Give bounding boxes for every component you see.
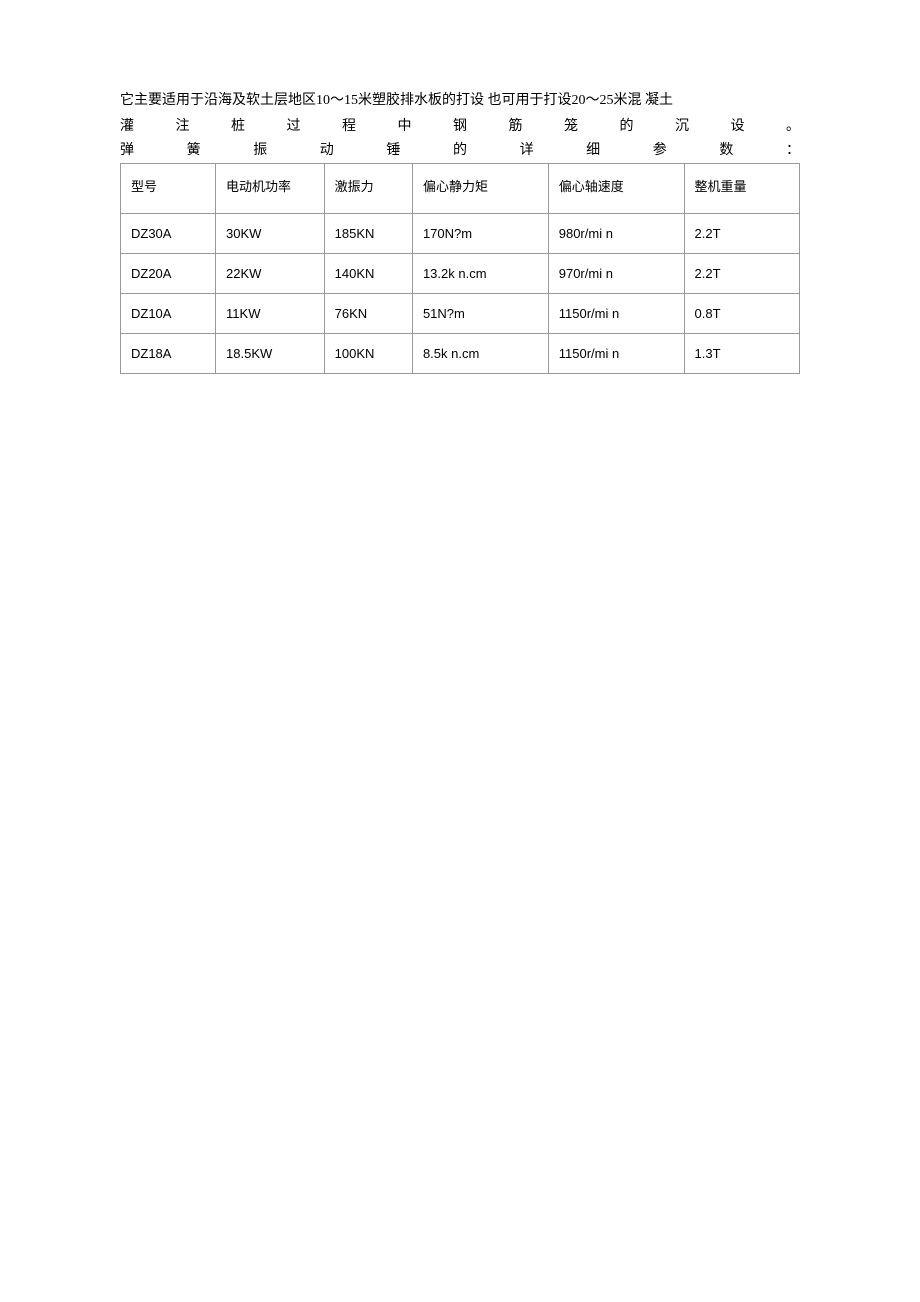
intro-line-3: 弹 簧 振 动 锤 的 详 细 参 数 ：	[120, 139, 800, 159]
cell-moment: 51N?m	[412, 294, 548, 334]
char: 筋	[509, 115, 523, 135]
char: 程	[342, 115, 356, 135]
intro-line-2: 灌 注 桩 过 程 中 钢 筋 笼 的 沉 设 。	[120, 115, 800, 135]
char: 笼	[564, 115, 578, 135]
char: 设	[731, 115, 745, 135]
table-row: DZ18A18.5KW100KN8.5k n.cm1150r/mi n1.3T	[121, 334, 800, 374]
cell-force: 140KN	[324, 254, 412, 294]
cell-speed: 970r/mi n	[548, 254, 684, 294]
char: ：	[786, 139, 800, 159]
cell-speed: 1150r/mi n	[548, 294, 684, 334]
intro-line-1: 它主要适用于沿海及软土层地区10〜15米塑胶排水板的打设 也可用于打设20〜25…	[120, 90, 800, 111]
char: 注	[176, 115, 190, 135]
cell-weight: 0.8T	[684, 294, 799, 334]
table-row: DZ30A30KW185KN170N?m980r/mi n2.2T	[121, 214, 800, 254]
cell-moment: 170N?m	[412, 214, 548, 254]
header-power: 电动机功率	[216, 164, 325, 214]
cell-force: 100KN	[324, 334, 412, 374]
header-force: 激振力	[324, 164, 412, 214]
char: 数	[719, 139, 733, 159]
char: 详	[520, 139, 534, 159]
cell-force: 76KN	[324, 294, 412, 334]
char: 簧	[187, 139, 201, 159]
cell-model: DZ10A	[121, 294, 216, 334]
char: 锤	[386, 139, 400, 159]
table-row: DZ20A22KW140KN13.2k n.cm970r/mi n2.2T	[121, 254, 800, 294]
char: 沉	[675, 115, 689, 135]
char: 的	[453, 139, 467, 159]
char: 过	[287, 115, 301, 135]
cell-speed: 1150r/mi n	[548, 334, 684, 374]
char: 细	[586, 139, 600, 159]
char: 中	[398, 115, 412, 135]
char: 的	[620, 115, 634, 135]
cell-moment: 8.5k n.cm	[412, 334, 548, 374]
char: 动	[320, 139, 334, 159]
char: 振	[253, 139, 267, 159]
cell-weight: 2.2T	[684, 254, 799, 294]
header-weight: 整机重量	[684, 164, 799, 214]
header-moment: 偏心静力矩	[412, 164, 548, 214]
char: 灌	[120, 115, 134, 135]
char: 弹	[120, 139, 134, 159]
header-model: 型号	[121, 164, 216, 214]
cell-power: 18.5KW	[216, 334, 325, 374]
char: 参	[653, 139, 667, 159]
char: 。	[786, 115, 800, 135]
cell-power: 30KW	[216, 214, 325, 254]
cell-power: 22KW	[216, 254, 325, 294]
cell-weight: 2.2T	[684, 214, 799, 254]
header-speed: 偏心轴速度	[548, 164, 684, 214]
cell-power: 11KW	[216, 294, 325, 334]
cell-speed: 980r/mi n	[548, 214, 684, 254]
cell-weight: 1.3T	[684, 334, 799, 374]
cell-moment: 13.2k n.cm	[412, 254, 548, 294]
char: 桩	[231, 115, 245, 135]
spec-table: 型号 电动机功率 激振力 偏心静力矩 偏心轴速度 整机重量 DZ30A30KW1…	[120, 163, 800, 374]
table-header-row: 型号 电动机功率 激振力 偏心静力矩 偏心轴速度 整机重量	[121, 164, 800, 214]
cell-model: DZ18A	[121, 334, 216, 374]
table-row: DZ10A11KW76KN51N?m1150r/mi n0.8T	[121, 294, 800, 334]
cell-model: DZ20A	[121, 254, 216, 294]
char: 钢	[453, 115, 467, 135]
cell-force: 185KN	[324, 214, 412, 254]
cell-model: DZ30A	[121, 214, 216, 254]
